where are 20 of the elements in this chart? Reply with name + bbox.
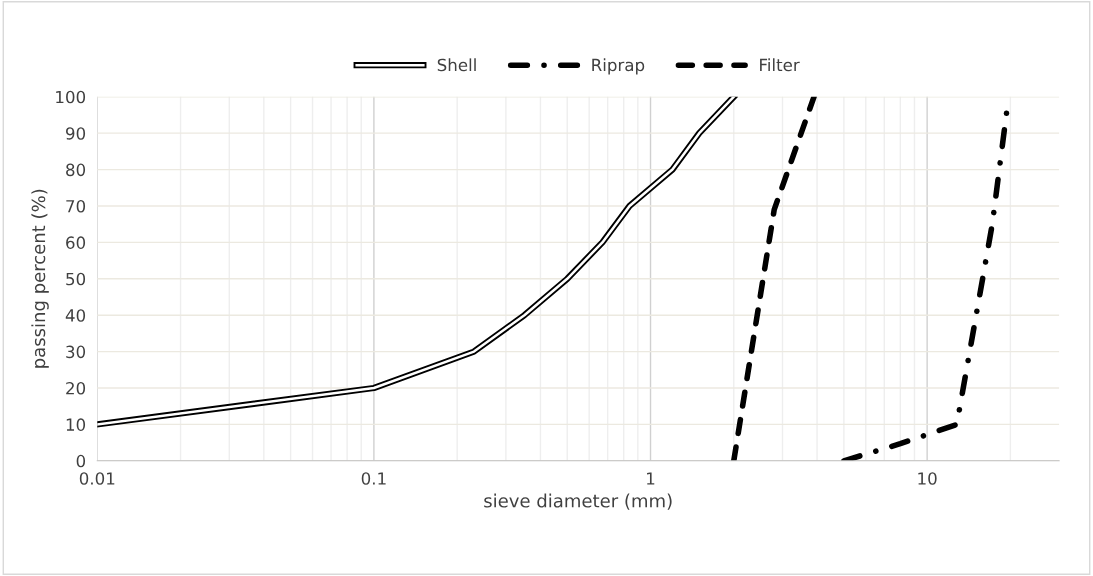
y-tick-label: 30 [66,345,86,359]
y-tick-label: 80 [66,163,86,177]
y-tick-label: 10 [66,418,86,431]
legend-label: Riprap [592,58,645,75]
x-tick-label: 1 [647,472,655,485]
legend-label: Filter [760,58,800,72]
x-tick-label: 0.01 [79,472,115,485]
y-tick-label: 90 [66,127,86,140]
y-axis-title: passing percent (%) [31,189,49,368]
y-tick-label: 0 [76,454,86,468]
y-tick-label: 70 [66,199,86,213]
y-tick-label: 20 [66,381,86,395]
x-tick-label: 0.1 [361,472,386,485]
x-axis-title: sieve diameter (mm) [484,493,672,510]
legend-label: Shell [437,58,476,72]
y-tick-label: 100 [56,90,86,104]
y-tick-label: 50 [66,272,86,286]
y-tick-label: 40 [65,309,86,322]
x-tick-label: 10 [918,472,937,485]
y-tick-label: 60 [66,236,86,249]
